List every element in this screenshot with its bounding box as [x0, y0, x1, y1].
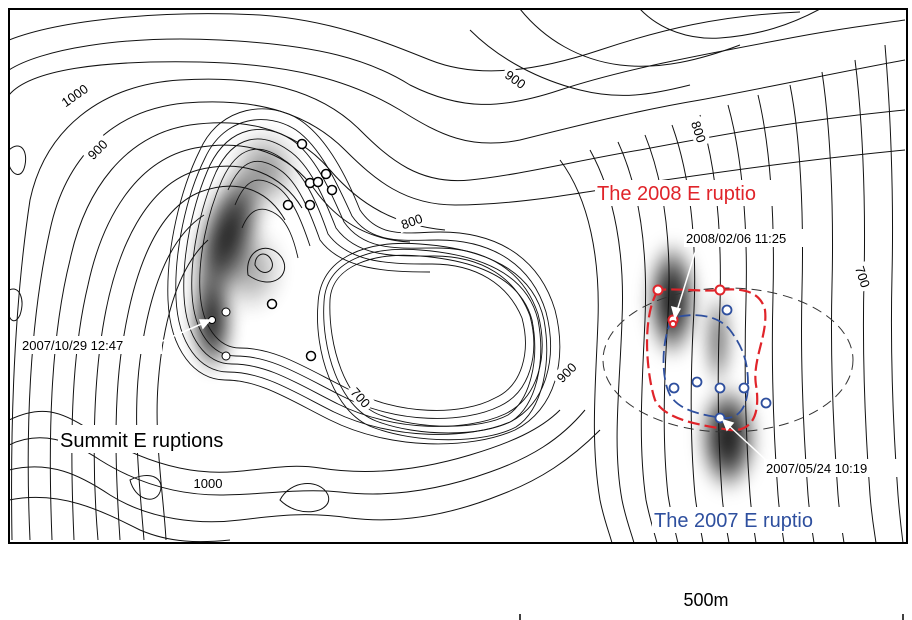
summit-eruptions-label: Summit E ruptions [60, 430, 223, 452]
eruption-2007-label: The 2007 E ruptio [654, 510, 813, 532]
summit-eruption-points-filled [208, 307, 231, 361]
contour-label: 700 [852, 264, 873, 289]
eruption-2007-points [668, 304, 772, 424]
annotation-labels: 2007/10/29 12:47 Summit E ruptions The 2… [20, 180, 902, 533]
contour-lines [9, 9, 906, 543]
event-label-2008-02-06: 2008/02/06 11:25 [686, 231, 786, 246]
eruption-2008-label: The 2008 E ruptio [597, 183, 756, 205]
pointer-arrows [159, 242, 767, 461]
east-dashed-ellipse [602, 287, 854, 433]
summit-eruption-points [266, 138, 338, 362]
scale-label: 500m [683, 590, 728, 610]
map-frame [8, 8, 908, 544]
event-label-2007-05-24: 2007/05/24 10:19 [766, 461, 867, 476]
eruption-2007-outline [662, 314, 749, 419]
scale-bar: 500m [519, 590, 904, 620]
contour-label: 800 [688, 119, 709, 144]
contour-label: 1000 [194, 476, 223, 491]
east-shading [646, 240, 758, 493]
eruption-2008-outline [645, 288, 767, 432]
eruption-2008-points [652, 284, 726, 328]
contour-label: 800 [399, 211, 425, 233]
event-label-2007-10-29: 2007/10/29 12:47 [22, 338, 123, 353]
